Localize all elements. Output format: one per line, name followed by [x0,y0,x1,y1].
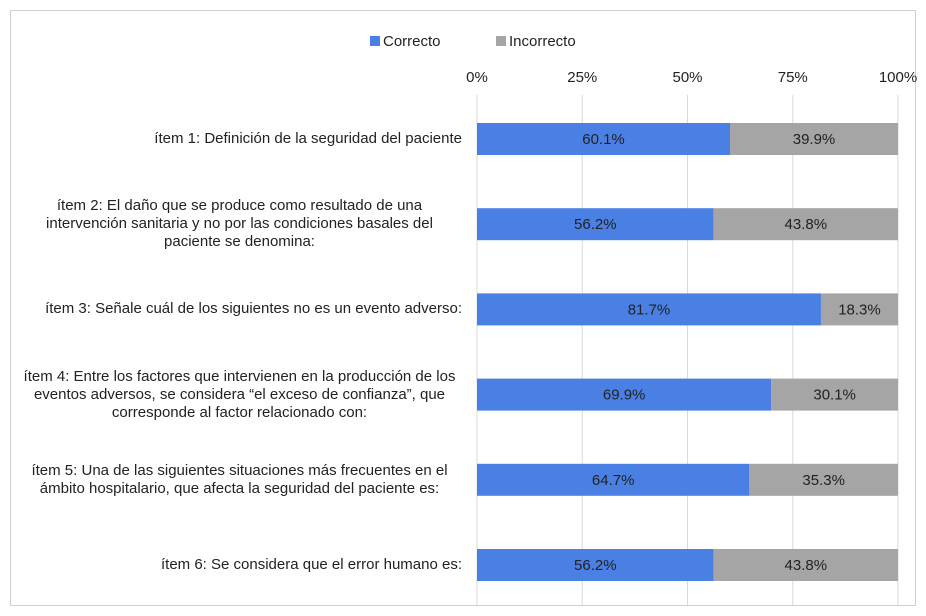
category-label-box: ítem 3: Señale cuál de los siguientes no… [17,264,462,354]
bar-segment [477,123,731,155]
bar-segment [749,463,898,496]
bar-segment [730,123,898,155]
bar-segment [771,378,898,411]
category-label-box: ítem 1: Definición de la seguridad del p… [17,94,462,184]
category-label-box: ítem 2: El daño que se produce como resu… [17,179,462,269]
bar-segment [477,463,750,496]
x-tick-label: 0% [466,69,488,86]
category-label-box: ítem 5: Una de las siguientes situacione… [17,435,462,525]
x-tick-label: 100% [879,69,917,86]
legend-label: Correcto [383,33,441,50]
y-tick-label: ítem 3: Señale cuál de los siguientes no… [45,300,462,318]
data-label: 18.3% [838,301,881,318]
bar-segment [477,208,714,241]
data-label: 56.2% [574,216,617,233]
bar-segment [477,378,772,411]
y-tick-label: ítem 2: El daño que se produce como resu… [46,197,433,251]
category-label-box: ítem 6: Se considera que el error humano… [17,520,462,610]
data-label: 30.1% [813,387,856,404]
bar-segment [477,293,821,326]
y-tick-label: ítem 1: Definición de la seguridad del p… [154,130,462,147]
data-label: 64.7% [592,472,635,489]
data-label: 35.3% [802,472,845,489]
legend-label: Incorrecto [509,33,576,50]
y-tick-label: ítem 6: Se considera que el error humano… [161,556,462,573]
bar-segment [820,293,898,326]
legend-swatch [496,36,506,46]
y-tick-label: ítem 4: Entre los factores que intervien… [23,367,456,421]
chart-border [10,10,916,606]
legend-swatch [370,36,380,46]
category-label-box: ítem 4: Entre los factores que intervien… [17,350,462,440]
data-label: 81.7% [628,301,671,318]
data-label: 60.1% [582,131,625,148]
bar-segment [477,549,714,581]
data-label: 43.8% [785,216,828,233]
bar-segment [713,549,898,581]
bar-segment [713,208,898,241]
x-tick-label: 50% [672,69,702,86]
x-tick-label: 75% [778,69,808,86]
y-tick-label: ítem 5: Una de las siguientes situacione… [31,461,448,497]
data-label: 69.9% [603,387,646,404]
data-label: 43.8% [785,557,828,574]
x-tick-label: 25% [567,69,597,86]
data-label: 39.9% [793,131,836,148]
data-label: 56.2% [574,557,617,574]
